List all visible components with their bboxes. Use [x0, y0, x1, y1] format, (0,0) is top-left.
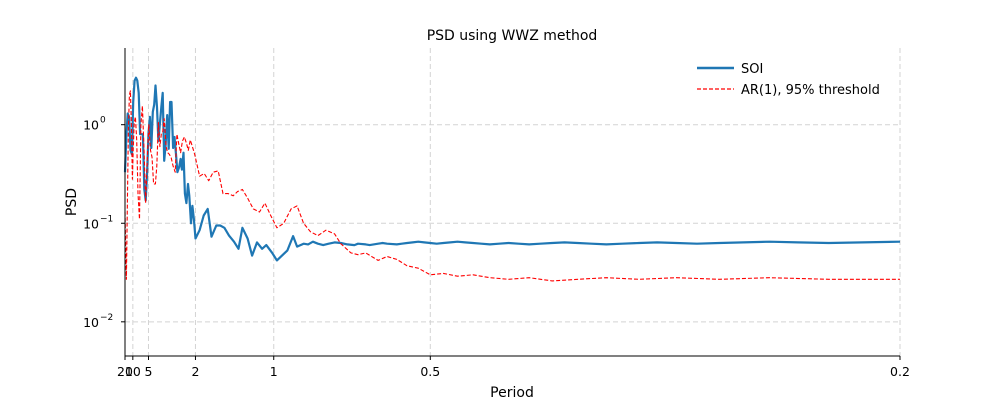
legend: SOI AR(1), 95% threshold	[697, 62, 880, 98]
y-tick-exponent: −2	[100, 313, 113, 323]
x-tick-label: 0.2	[890, 364, 910, 379]
y-tick-exponent: 0	[100, 116, 106, 126]
axes	[124, 48, 900, 357]
x-tick-label: 5	[145, 364, 153, 379]
y-tick-label: 10 −1	[83, 214, 113, 231]
series-lines	[123, 76, 901, 282]
x-tick-label: 0.5	[420, 364, 440, 379]
legend-ar1-label: AR(1), 95% threshold	[741, 83, 880, 98]
y-axis-label: PSD	[64, 188, 80, 216]
y-tick-base: 10	[83, 118, 99, 133]
x-tick-label: 2	[191, 364, 199, 379]
series-line-soi	[123, 76, 901, 262]
chart-title: PSD using WWZ method	[427, 28, 598, 44]
x-tick-label: 1	[270, 364, 278, 379]
legend-soi-label: SOI	[741, 62, 763, 77]
y-tick-label: 10 0	[83, 116, 106, 133]
y-tick-base: 10	[83, 315, 99, 330]
series-line-ar1-threshold	[124, 90, 900, 282]
x-tick-label: 10	[125, 364, 141, 379]
y-tick-label: 10 −2	[83, 313, 113, 330]
y-tick-base: 10	[83, 216, 99, 231]
x-axis-label: Period	[490, 385, 534, 400]
x-tick-label: 20	[117, 364, 133, 379]
y-tick-exponent: −1	[100, 214, 113, 224]
